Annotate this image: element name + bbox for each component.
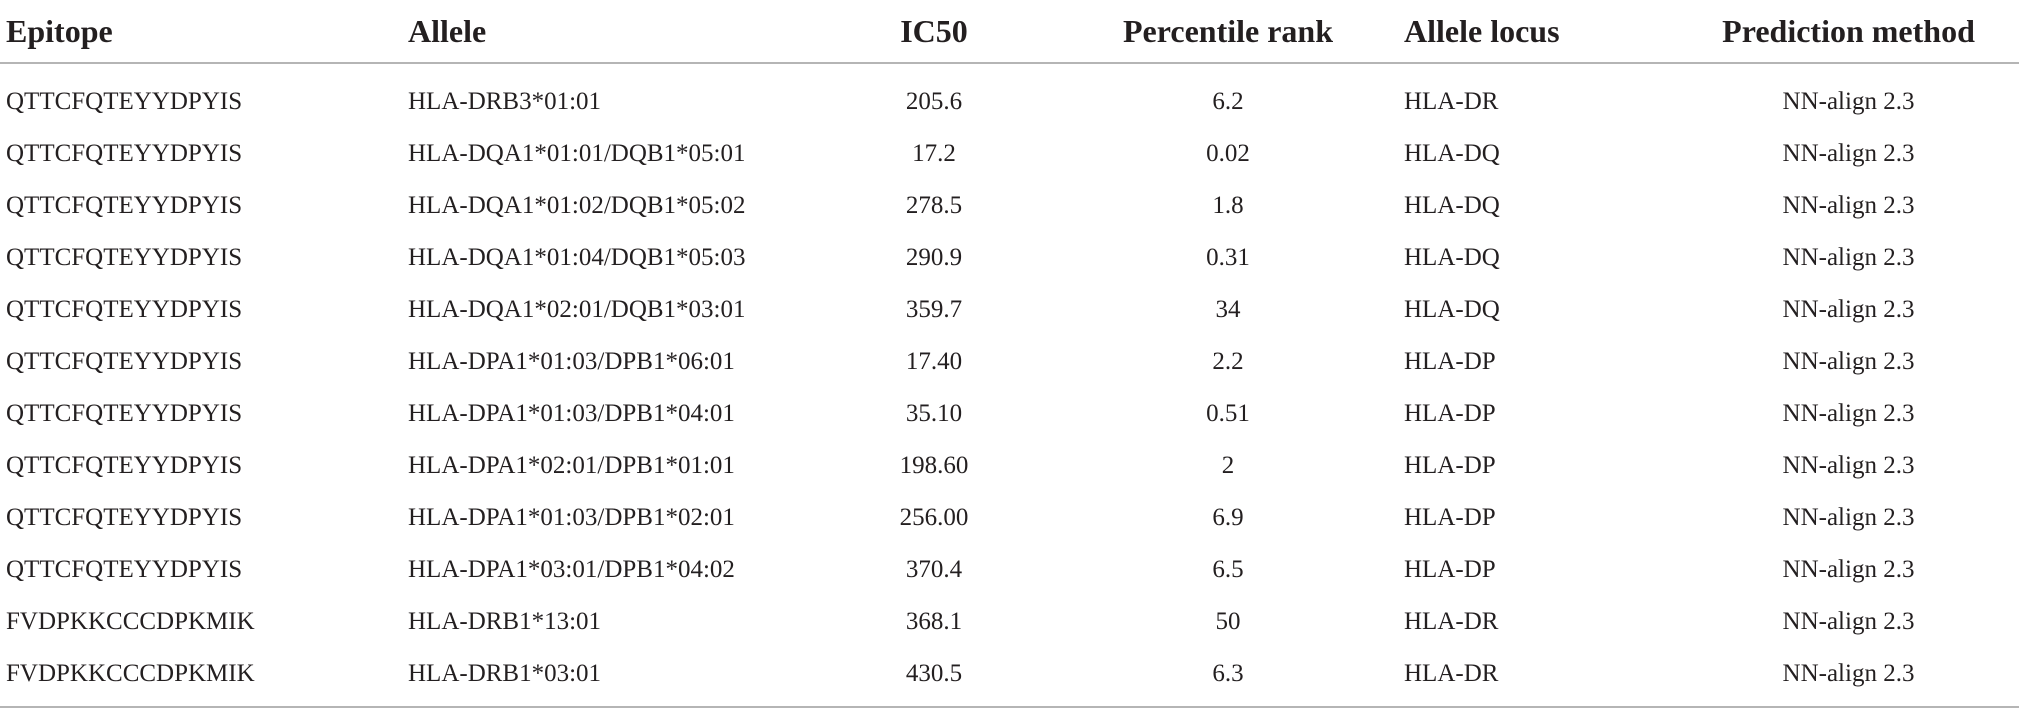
cell-epitope: QTTCFQTEYYDPYIS <box>6 244 243 271</box>
cell-prediction-method: NN-align 2.3 <box>1782 556 1915 583</box>
table-row: QTTCFQTEYYDPYIS HLA-DPA1*02:01/DPB1*01:01… <box>0 440 2019 492</box>
cell-allele-locus: HLA-DP <box>1404 400 1496 427</box>
cell-prediction-method: NN-align 2.3 <box>1782 504 1915 531</box>
cell-percentile-rank: 0.51 <box>1206 400 1250 427</box>
cell-epitope: FVDPKKCCCDPKMIK <box>6 608 255 635</box>
cell-allele: HLA-DQA1*01:01/DQB1*05:01 <box>408 140 746 167</box>
cell-percentile-rank: 34 <box>1215 296 1241 323</box>
cell-allele-locus: HLA-DQ <box>1404 192 1500 219</box>
cell-allele-locus: HLA-DP <box>1404 556 1496 583</box>
cell-percentile-rank: 50 <box>1215 608 1241 635</box>
header-allele-locus: Allele locus <box>1398 0 1666 64</box>
cell-prediction-method: NN-align 2.3 <box>1782 296 1915 323</box>
cell-percentile-rank: 2.2 <box>1212 348 1244 375</box>
cell-epitope: QTTCFQTEYYDPYIS <box>6 556 243 583</box>
cell-ic50: 17.40 <box>905 348 963 375</box>
cell-allele: HLA-DPA1*01:03/DPB1*04:01 <box>408 400 735 427</box>
cell-ic50: 35.10 <box>905 400 963 427</box>
cell-prediction-method: NN-align 2.3 <box>1782 88 1915 115</box>
cell-prediction-method: NN-align 2.3 <box>1782 192 1915 219</box>
cell-epitope: QTTCFQTEYYDPYIS <box>6 504 243 531</box>
table-row: FVDPKKCCCDPKMIK HLA-DRB1*03:01 430.5 6.3 HLA… <box>0 648 2019 708</box>
cell-allele: HLA-DQA1*01:02/DQB1*05:02 <box>408 192 746 219</box>
cell-prediction-method: NN-align 2.3 <box>1782 348 1915 375</box>
table-row: QTTCFQTEYYDPYIS HLA-DPA1*01:03/DPB1*02:01… <box>0 492 2019 544</box>
cell-percentile-rank: 6.5 <box>1212 556 1244 583</box>
header-ic50: IC50 <box>810 0 1058 64</box>
cell-percentile-rank: 0.31 <box>1206 244 1250 271</box>
cell-percentile-rank: 1.8 <box>1212 192 1244 219</box>
cell-ic50: 198.60 <box>899 452 969 479</box>
cell-allele-locus: HLA-DQ <box>1404 140 1500 167</box>
cell-prediction-method: NN-align 2.3 <box>1782 400 1915 427</box>
cell-epitope: QTTCFQTEYYDPYIS <box>6 140 243 167</box>
cell-allele: HLA-DPA1*01:03/DPB1*06:01 <box>408 348 735 375</box>
cell-ic50: 17.2 <box>912 140 956 167</box>
cell-ic50: 368.1 <box>905 608 963 635</box>
header-epitope: Epitope <box>0 0 408 64</box>
epitope-prediction-table: Epitope Allele IC50 Percentile rank Alle… <box>0 0 2019 708</box>
cell-allele: HLA-DRB1*03:01 <box>408 648 810 708</box>
cell-percentile-rank: 6.9 <box>1212 504 1244 531</box>
cell-epitope: QTTCFQTEYYDPYIS <box>6 88 243 115</box>
cell-percentile-rank: 0.02 <box>1206 140 1250 167</box>
cell-prediction-method: NN-align 2.3 <box>1782 244 1915 271</box>
table-row: QTTCFQTEYYDPYIS HLA-DPA1*01:03/DPB1*06:01… <box>0 336 2019 388</box>
table-row: QTTCFQTEYYDPYIS HLA-DQA1*01:01/DQB1*05:01… <box>0 128 2019 180</box>
table-row: QTTCFQTEYYDPYIS HLA-DQA1*01:04/DQB1*05:03… <box>0 232 2019 284</box>
cell-ic50: 290.9 <box>905 244 963 271</box>
table-row: QTTCFQTEYYDPYIS HLA-DRB3*01:01 205.6 6.2 HLA… <box>0 63 2019 128</box>
cell-prediction-method: NN-align 2.3 <box>1782 608 1915 635</box>
cell-epitope: QTTCFQTEYYDPYIS <box>6 400 243 427</box>
cell-allele: HLA-DQA1*01:04/DQB1*05:03 <box>408 244 746 271</box>
cell-ic50: 359.7 <box>905 296 963 323</box>
cell-allele-locus: HLA-DR <box>1404 608 1499 635</box>
cell-ic50: 370.4 <box>905 556 963 583</box>
cell-epitope: QTTCFQTEYYDPYIS <box>6 452 243 479</box>
table-header-row: Epitope Allele IC50 Percentile rank Alle… <box>0 0 2019 64</box>
cell-percentile-rank: 2 <box>1221 452 1235 479</box>
cell-percentile-rank: 6.2 <box>1212 88 1244 115</box>
table-row: QTTCFQTEYYDPYIS HLA-DQA1*02:01/DQB1*03:01… <box>0 284 2019 336</box>
cell-prediction-method: NN-align 2.3 <box>1782 140 1915 167</box>
cell-ic50: 205.6 <box>905 88 963 115</box>
cell-ic50: 430.5 <box>810 648 1058 708</box>
cell-epitope: QTTCFQTEYYDPYIS <box>6 348 243 375</box>
cell-allele-locus: HLA-DR <box>1404 88 1499 115</box>
cell-allele: HLA-DRB3*01:01 <box>408 88 602 115</box>
table-body: QTTCFQTEYYDPYIS HLA-DRB3*01:01 205.6 6.2 HLA… <box>0 63 2019 708</box>
cell-allele: HLA-DQA1*02:01/DQB1*03:01 <box>408 296 746 323</box>
cell-allele-locus: HLA-DP <box>1404 504 1496 531</box>
cell-epitope: QTTCFQTEYYDPYIS <box>6 192 243 219</box>
cell-allele: HLA-DPA1*01:03/DPB1*02:01 <box>408 504 735 531</box>
cell-allele-locus: HLA-DP <box>1404 348 1496 375</box>
cell-prediction-method: NN-align 2.3 <box>1782 452 1915 479</box>
cell-allele: HLA-DRB1*13:01 <box>408 608 602 635</box>
table-row: FVDPKKCCCDPKMIK HLA-DRB1*13:01 368.1 50 HLA-… <box>0 596 2019 648</box>
cell-allele-locus: HLA-DP <box>1404 452 1496 479</box>
table-row: QTTCFQTEYYDPYIS HLA-DPA1*01:03/DPB1*04:01… <box>0 388 2019 440</box>
cell-allele-locus: HLA-DQ <box>1404 296 1500 323</box>
cell-epitope: FVDPKKCCCDPKMIK <box>0 648 408 708</box>
cell-allele: HLA-DPA1*02:01/DPB1*01:01 <box>408 452 735 479</box>
header-prediction-method: Prediction method <box>1666 0 2019 64</box>
table-row: QTTCFQTEYYDPYIS HLA-DQA1*01:02/DQB1*05:02… <box>0 180 2019 232</box>
cell-epitope: QTTCFQTEYYDPYIS <box>6 296 243 323</box>
cell-allele-locus: HLA-DR <box>1398 648 1666 708</box>
header-allele: Allele <box>408 0 810 64</box>
cell-prediction-method: NN-align 2.3 <box>1666 648 2019 708</box>
cell-percentile-rank: 6.3 <box>1058 648 1398 708</box>
header-percentile-rank: Percentile rank <box>1058 0 1398 64</box>
cell-allele-locus: HLA-DQ <box>1404 244 1500 271</box>
cell-allele: HLA-DPA1*03:01/DPB1*04:02 <box>408 556 735 583</box>
table-row: QTTCFQTEYYDPYIS HLA-DPA1*03:01/DPB1*04:02… <box>0 544 2019 596</box>
cell-ic50: 256.00 <box>899 504 969 531</box>
cell-ic50: 278.5 <box>905 192 963 219</box>
